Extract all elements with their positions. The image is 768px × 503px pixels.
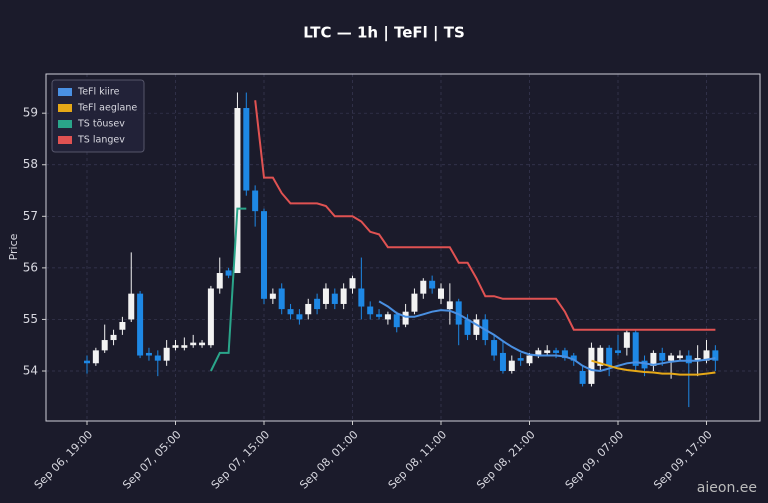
candle-body (535, 350, 542, 356)
candle-body (340, 288, 347, 304)
candle-body (703, 350, 710, 361)
candle-body (199, 342, 206, 346)
candle-body (464, 319, 471, 335)
candle-body (676, 355, 683, 359)
candle-body (641, 360, 648, 369)
candle-body (367, 306, 374, 315)
y-tick-label: 55 (23, 312, 38, 326)
candle-body (331, 293, 338, 304)
candle-body (526, 355, 533, 364)
legend-label: TS tõusev (77, 119, 125, 130)
candle-body (632, 332, 639, 366)
legend-swatch (58, 88, 72, 96)
candle-body (376, 314, 383, 317)
candle-body (234, 108, 241, 274)
candle-body (163, 347, 170, 361)
candle-body (225, 270, 232, 276)
candle-body (101, 340, 108, 351)
series-line (210, 207, 247, 372)
candle-body (597, 347, 604, 366)
candle-body (358, 288, 365, 307)
candle-body (216, 273, 223, 289)
candle-body (668, 355, 675, 361)
candle-body (296, 314, 303, 320)
plot-frame (45, 73, 761, 422)
candle-body (438, 288, 444, 299)
candle-body (314, 298, 321, 310)
candle-body (615, 350, 621, 353)
candle-body (110, 334, 117, 341)
candle-body (393, 314, 400, 328)
y-axis-label: Price (7, 233, 20, 260)
candle-body (694, 358, 701, 361)
candle-body (570, 355, 577, 361)
candle-body (154, 355, 161, 361)
candle-body (499, 352, 506, 371)
candle-body (659, 352, 666, 361)
candle-body (119, 322, 126, 330)
candle-body (349, 278, 356, 289)
legend-label: TeFl aeglane (77, 103, 137, 114)
candle-body (172, 345, 179, 348)
y-tick-label: 54 (23, 363, 38, 377)
candle-body (429, 280, 436, 289)
watermark: aieon.ee (697, 480, 757, 496)
candle-body (287, 309, 294, 315)
candle-body (261, 211, 267, 299)
candle-body (411, 293, 418, 312)
candle-body (473, 319, 480, 335)
series-line (591, 359, 716, 376)
candle-body (544, 350, 551, 353)
series-line (378, 300, 716, 373)
candle-body (685, 355, 692, 364)
y-tick-label: 58 (23, 157, 38, 171)
y-tick-label: 57 (23, 209, 38, 223)
candle-body (92, 350, 99, 364)
candle-body (508, 360, 515, 371)
candle-body (606, 347, 613, 366)
candle-body (207, 288, 214, 346)
candle-body (322, 288, 329, 304)
candle-body (402, 311, 409, 325)
candle-body (269, 293, 276, 299)
candle-body (384, 314, 391, 320)
candle-body (446, 301, 453, 310)
legend-label: TeFl kiire (77, 87, 120, 98)
candle-body (650, 352, 657, 366)
candle-body (623, 332, 630, 348)
legend-swatch (58, 136, 72, 144)
candle-body (84, 360, 90, 364)
candle-body (252, 190, 259, 212)
legend-swatch (58, 104, 72, 112)
candle-body (553, 350, 560, 353)
y-tick-label: 56 (23, 260, 38, 274)
candle-body (491, 340, 498, 356)
candle-body (128, 293, 135, 320)
legend-box (51, 79, 145, 153)
candle-body (517, 358, 524, 361)
candle-body (305, 303, 312, 315)
candle-body (181, 345, 188, 348)
candle-body (455, 301, 462, 325)
chart-title: LTC — 1h | TeFl | TS (303, 24, 465, 43)
candle-body (137, 293, 144, 356)
candle-body (579, 370, 586, 384)
series-line (254, 100, 716, 331)
candle-body (712, 350, 719, 361)
candle-body (561, 350, 568, 359)
candle-body (243, 108, 250, 191)
candle-body (420, 280, 427, 294)
candle-body (190, 342, 197, 346)
candle-body (278, 288, 285, 310)
candle-body (588, 347, 595, 384)
candle-body (145, 352, 152, 356)
legend-label: TS langev (77, 135, 125, 146)
y-tick-label: 59 (23, 106, 38, 120)
legend-swatch (58, 120, 72, 128)
